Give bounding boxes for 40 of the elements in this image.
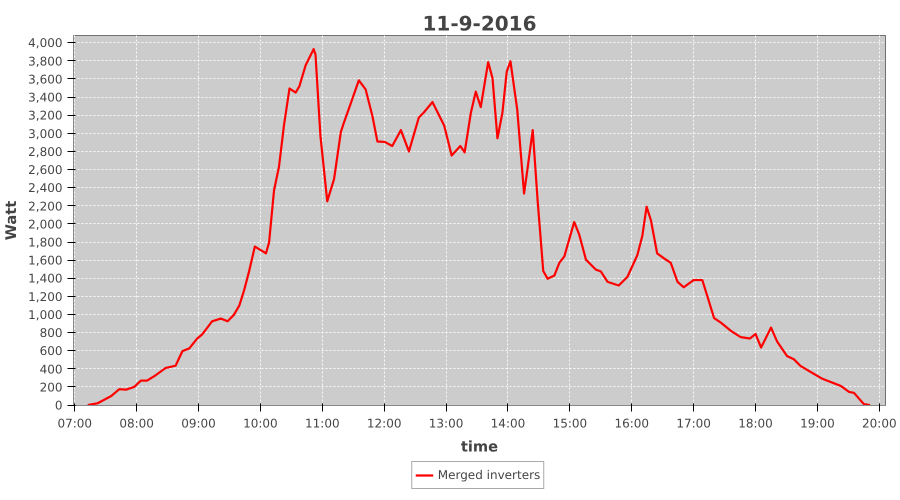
y-tick-label: 1,200 (28, 290, 63, 304)
y-tick-label: 0 (54, 398, 63, 413)
y-tick-label: 200 (40, 380, 62, 394)
y-tick-label: 3,000 (28, 126, 63, 141)
y-tick-label: 400 (40, 362, 62, 376)
x-tick-label: 13:00 (428, 416, 464, 430)
x-tick-label: 12:00 (366, 416, 402, 430)
y-tick-label: 3,200 (28, 108, 63, 123)
y-axis-title: Watt (3, 200, 20, 240)
x-tick-label: 18:00 (738, 416, 773, 430)
x-tick-label: 19:00 (800, 416, 835, 430)
x-axis-title: time (460, 438, 498, 456)
x-tick-label: 17:00 (676, 416, 711, 430)
y-tick-label: 2,400 (28, 181, 63, 196)
x-tick-label: 10:00 (243, 416, 278, 430)
x-tick-label: 16:00 (614, 416, 650, 430)
y-tick-label: 1,400 (28, 272, 63, 286)
line-series (86, 48, 872, 406)
y-tick-label: 2,200 (28, 199, 63, 214)
y-tick-label: 1,000 (28, 308, 63, 322)
y-tick-label: 2,800 (28, 144, 63, 159)
y-tick-label: 3,400 (28, 90, 63, 105)
y-tick-label: 3,600 (28, 72, 63, 86)
x-tick-label: 08:00 (119, 416, 154, 430)
y-tick-label: 3,800 (28, 54, 63, 68)
x-tick-label: 20:00 (862, 416, 897, 430)
x-tick-label: 14:00 (490, 416, 526, 430)
y-tick-label: 1,800 (28, 236, 63, 250)
x-tick-label: 15:00 (552, 416, 588, 430)
x-tick-label: 11:00 (305, 416, 340, 430)
chart-title: 11-9-2016 (422, 12, 537, 36)
x-tick-label: 07:00 (57, 416, 92, 430)
y-tick-label: 600 (40, 344, 62, 358)
legend-label: Merged inverters (438, 468, 540, 482)
y-tick-label: 4,000 (28, 36, 63, 50)
y-tick-label: 2,000 (28, 217, 63, 232)
y-tick-label: 1,600 (28, 254, 63, 268)
y-tick-label: 2,600 (28, 163, 63, 178)
x-tick-label: 09:00 (181, 416, 216, 430)
y-tick-label: 800 (40, 326, 62, 340)
